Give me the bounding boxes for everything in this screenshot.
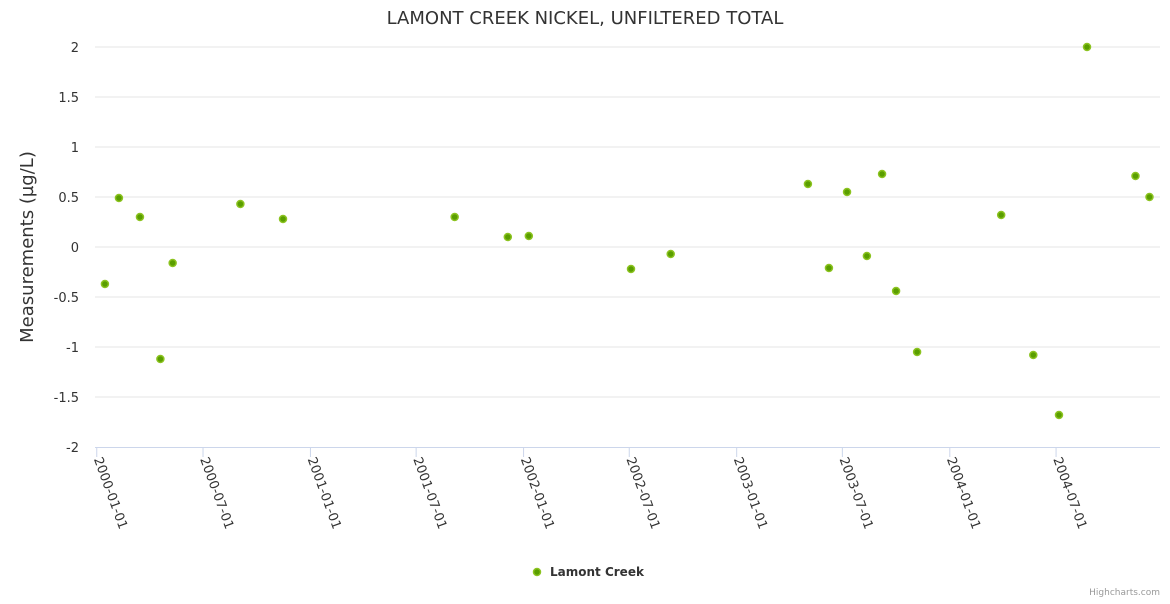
y-tick-label: -1.5 [54, 391, 79, 406]
data-point[interactable] [996, 210, 1006, 220]
credits-link[interactable]: Highcharts.com [1089, 588, 1160, 598]
x-tick-label: 2002-07-01 [622, 455, 662, 531]
data-points [100, 42, 1154, 420]
x-tick-label: 2000-01-01 [90, 455, 130, 531]
x-tick-label: 2001-07-01 [409, 455, 449, 531]
data-point[interactable] [114, 193, 124, 203]
data-point[interactable] [824, 263, 834, 273]
data-point[interactable] [156, 354, 165, 364]
data-point[interactable] [1054, 410, 1064, 420]
data-point[interactable] [842, 187, 852, 197]
legend-label: Lamont Creek [550, 565, 645, 579]
x-tick-label: 2001-01-01 [304, 455, 344, 531]
y-tick-label: 0.5 [58, 191, 79, 206]
data-point[interactable] [1029, 350, 1038, 360]
x-tick-label: 2003-07-01 [836, 455, 876, 531]
y-tick-label: 1.5 [58, 91, 79, 106]
data-point[interactable] [877, 169, 887, 179]
data-point[interactable] [1145, 192, 1154, 202]
data-point[interactable] [862, 251, 872, 261]
data-point[interactable] [100, 279, 110, 289]
y-tick-label: -0.5 [54, 291, 79, 306]
data-point[interactable] [236, 199, 245, 209]
data-point[interactable] [450, 212, 459, 222]
chart-title: LAMONT CREEK NICKEL, UNFILTERED TOTAL [387, 8, 784, 29]
x-tick-label: 2002-01-01 [517, 455, 557, 531]
data-point[interactable] [503, 232, 513, 242]
x-tick-label: 2004-07-01 [1049, 455, 1089, 531]
y-axis-ticks: 2 1.5 1 0.5 0 -0.5 -1 -1.5 -2 [54, 41, 79, 456]
legend-item-lamont-creek[interactable]: Lamont Creek [532, 565, 645, 579]
x-tick-label: 2000-07-01 [196, 455, 236, 531]
data-point[interactable] [1082, 42, 1092, 52]
data-point[interactable] [278, 214, 288, 224]
y-tick-label: -2 [66, 441, 79, 456]
y-tick-label: 0 [71, 241, 79, 256]
y-tick-label: 2 [71, 41, 79, 56]
legend-marker [532, 567, 542, 577]
y-tick-label: 1 [71, 141, 79, 156]
data-point[interactable] [626, 264, 636, 274]
data-point[interactable] [1131, 171, 1140, 181]
data-point[interactable] [803, 179, 813, 189]
grid-lines [95, 46, 1160, 398]
x-axis: 2000-01-01 2000-07-01 2001-01-01 2001-07-01… [90, 447, 1160, 531]
x-tick-label: 2004-01-01 [943, 455, 983, 531]
y-tick-label: -1 [66, 341, 79, 356]
data-point[interactable] [135, 212, 145, 222]
data-point[interactable] [666, 249, 675, 259]
data-point[interactable] [912, 347, 922, 357]
data-point[interactable] [168, 258, 177, 268]
y-axis-title: Measurements (µg/L) [17, 151, 38, 343]
data-point[interactable] [891, 286, 901, 296]
data-point[interactable] [524, 231, 534, 241]
x-tick-label: 2003-01-01 [730, 455, 770, 531]
